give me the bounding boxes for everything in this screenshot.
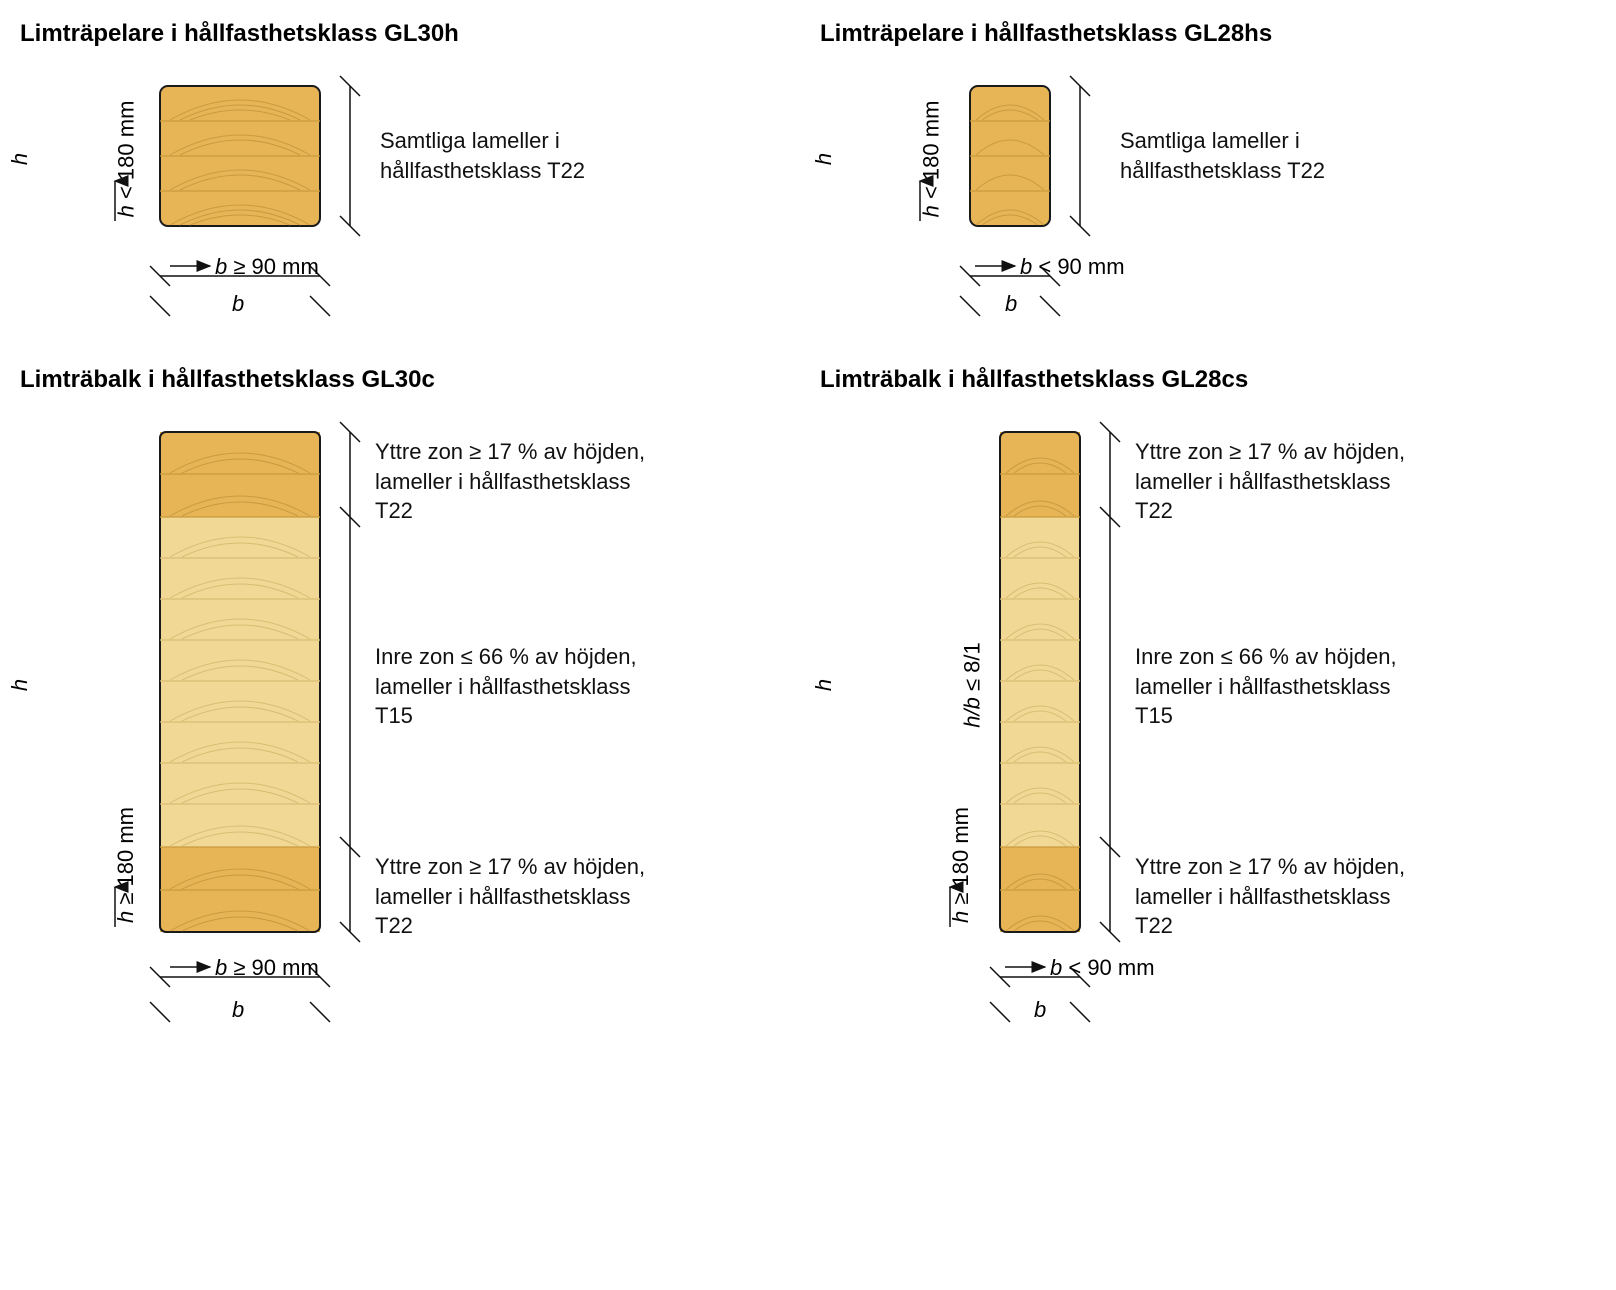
panel-gl28hs: Limträpelare i hållfasthetsklass GL28hs bbox=[820, 20, 1600, 326]
zone-mid: Inre zon ≤ 66 % av höjden, lameller i hå… bbox=[375, 642, 655, 731]
b-cond: b < 90 mm bbox=[1050, 955, 1155, 981]
zone-mid: Inre zon ≤ 66 % av höjden, lameller i hå… bbox=[1135, 642, 1415, 731]
title-gl28cs: Limträbalk i hållfasthetsklass GL28cs bbox=[820, 366, 1600, 394]
h-axis-label: h bbox=[7, 153, 33, 165]
side-text: Samtliga lameller i hållfasthetsklass T2… bbox=[1120, 126, 1380, 185]
title-gl30c: Limträbalk i hållfasthetsklass GL30c bbox=[20, 366, 800, 394]
h-axis-label: h bbox=[811, 679, 837, 691]
zone-top: Yttre zon ≥ 17 % av höjden, lameller i h… bbox=[375, 437, 655, 526]
h-axis-label: h bbox=[811, 153, 837, 165]
title-gl30h: Limträpelare i hållfasthetsklass GL30h bbox=[20, 20, 800, 48]
b-cond: b < 90 mm bbox=[1020, 254, 1125, 280]
zone-top: Yttre zon ≥ 17 % av höjden, lameller i h… bbox=[1135, 437, 1415, 526]
h-cond: h < 180 mm bbox=[918, 101, 944, 218]
b-axis-label: b bbox=[1034, 997, 1046, 1023]
side-text: Samtliga lameller i hållfasthetsklass T2… bbox=[380, 126, 640, 185]
h-cond: h < 180 mm bbox=[113, 101, 139, 218]
h-axis-label: h bbox=[7, 679, 33, 691]
title-gl28hs: Limträpelare i hållfasthetsklass GL28hs bbox=[820, 20, 1600, 48]
panel-gl28cs: Limträbalk i hållfasthetsklass GL28cs bbox=[820, 366, 1600, 1052]
b-cond: b ≥ 90 mm bbox=[215, 955, 319, 981]
h-cond: h ≥ 180 mm bbox=[948, 807, 974, 923]
h-cond: h ≥ 180 mm bbox=[113, 807, 139, 923]
zone-bot: Yttre zon ≥ 17 % av höjden, lameller i h… bbox=[375, 852, 655, 941]
zone-bot: Yttre zon ≥ 17 % av höjden, lameller i h… bbox=[1135, 852, 1415, 941]
b-axis-label: b bbox=[232, 997, 244, 1023]
panel-gl30h: Limträpelare i hållfasthetsklass GL30h bbox=[20, 20, 800, 326]
b-axis-label: b bbox=[232, 291, 244, 317]
b-axis-label: b bbox=[1005, 291, 1017, 317]
b-cond: b ≥ 90 mm bbox=[215, 254, 319, 280]
panel-gl30c: Limträbalk i hållfasthetsklass GL30c bbox=[20, 366, 800, 1052]
h-extra: h/b ≤ 8/1 bbox=[960, 642, 986, 727]
